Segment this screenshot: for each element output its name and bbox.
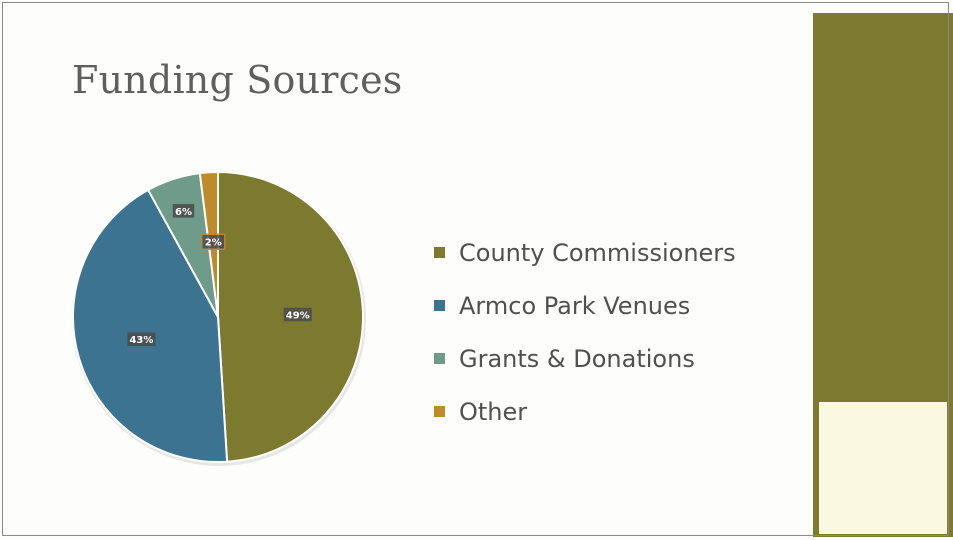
legend-item: County Commissioners <box>434 226 736 279</box>
pie-slice-armco-park-venues <box>72 188 229 463</box>
decorative-panel-block <box>819 402 947 534</box>
legend-label: County Commissioners <box>459 238 736 267</box>
svg-text:49%: 49% <box>286 310 310 321</box>
data-label-grants-donations: 6% <box>171 202 196 220</box>
legend-swatch <box>434 353 445 364</box>
legend-label: Armco Park Venues <box>459 291 691 320</box>
legend-swatch <box>434 300 445 311</box>
legend-item: Other <box>434 385 736 438</box>
chart-legend: County Commissioners Armco Park Venues Gra… <box>434 226 736 438</box>
svg-text:6%: 6% <box>175 207 192 218</box>
svg-text:2%: 2% <box>205 238 222 249</box>
legend-swatch <box>434 247 445 258</box>
legend-item: Grants & Donations <box>434 332 736 385</box>
data-label-county-commissioners: 49% <box>282 306 314 323</box>
legend-item: Armco Park Venues <box>434 279 736 332</box>
data-label-armco-park-venues: 43% <box>125 330 157 348</box>
legend-swatch <box>434 406 445 417</box>
legend-label: Grants & Donations <box>459 344 695 373</box>
data-label-other: 2% <box>201 233 226 250</box>
svg-text:43%: 43% <box>129 335 153 346</box>
legend-label: Other <box>459 397 528 426</box>
slide-title: Funding Sources <box>72 58 403 102</box>
